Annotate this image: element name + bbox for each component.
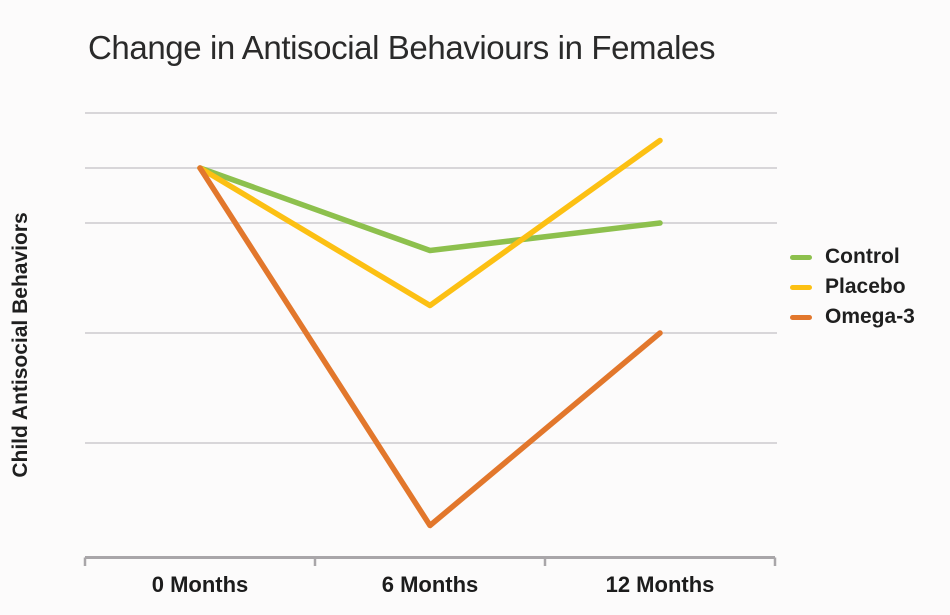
legend-swatch-placebo-icon [790, 284, 812, 290]
legend-swatch-omega3-icon [790, 314, 812, 320]
legend: Control Placebo Omega-3 [790, 242, 915, 332]
x-axis-label-12-months: 12 Months [605, 572, 715, 597]
series-line-placebo [197, 137, 663, 309]
x-axis-label-0-months: 0 Months [151, 572, 249, 597]
legend-swatch-control-icon [790, 254, 812, 260]
legend-label-placebo: Placebo [825, 275, 906, 298]
legend-item-control: Control [790, 242, 915, 272]
legend-label-control: Control [825, 245, 900, 268]
legend-item-omega3: Omega-3 [790, 302, 915, 332]
x-axis-label-6-months: 6 Months [381, 572, 479, 597]
series-line-omega-3 [197, 165, 663, 529]
series-line-control [197, 165, 663, 254]
legend-label-omega3: Omega-3 [825, 305, 915, 328]
legend-item-placebo: Placebo [790, 272, 915, 302]
chart-title: Change in Antisocial Behaviours in Femal… [88, 29, 716, 66]
